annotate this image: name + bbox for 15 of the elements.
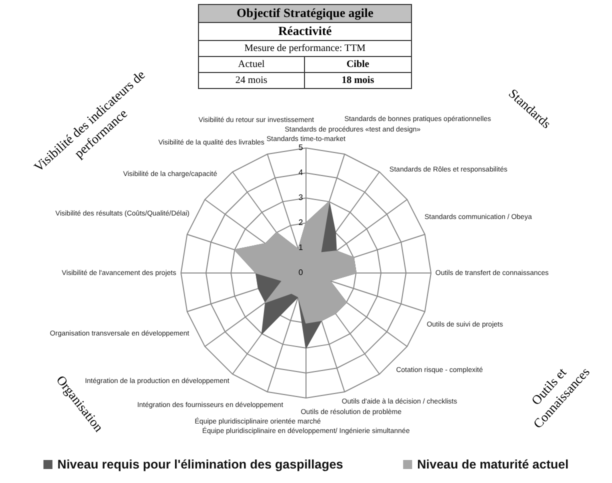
chart-title: Objectif Stratégique agile [198,4,412,22]
text: Mesure de performance: TTM [198,40,412,56]
text: Cible [304,56,412,72]
text: 18 mois [304,72,412,88]
text: 24 mois [198,72,304,88]
y-tick-label: 3 [298,193,304,202]
chart-subtitle: Réactivité [198,22,412,40]
y-tick-label: 0 [298,268,304,278]
y-tick-label: 2 [298,218,304,228]
y-tick-label: 5 [298,143,304,152]
y-tick-label: 4 [298,168,304,178]
legend-label: Niveau de maturité actuel [417,457,569,472]
y-tick-label: 1 [298,243,304,252]
legend-label: Niveau requis pour l'élimination des gaspillages [57,457,344,472]
text: Actuel [198,56,304,72]
